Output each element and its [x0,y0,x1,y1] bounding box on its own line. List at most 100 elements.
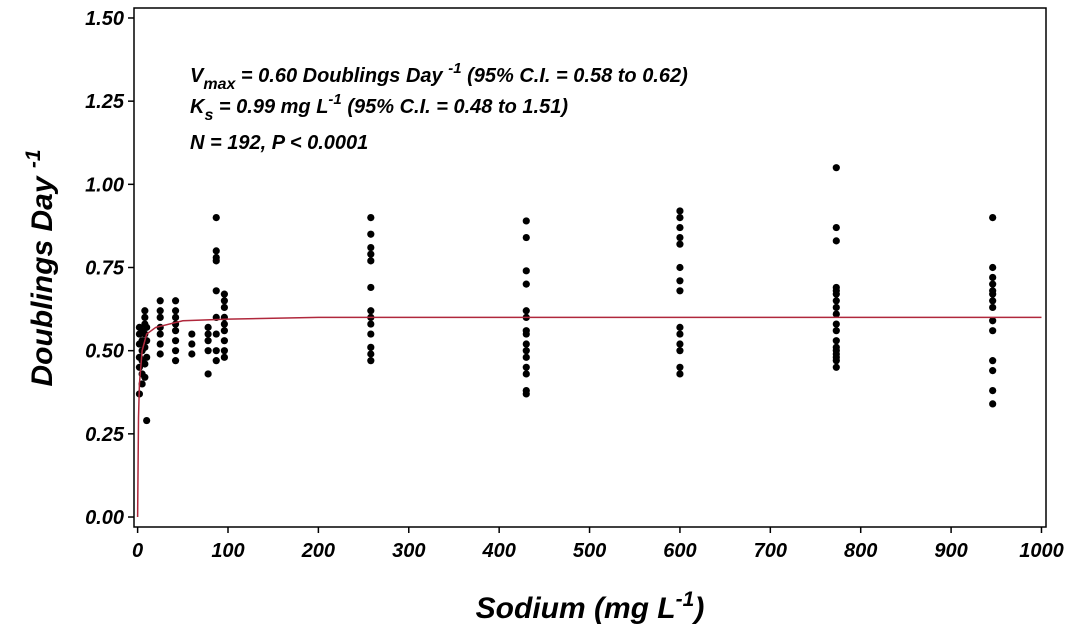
point [676,233,684,242]
point [367,257,375,265]
y-tick-label: 1.25 [85,91,125,113]
point [141,313,149,322]
point [212,287,220,295]
point [141,373,149,381]
point [188,350,196,358]
point [832,223,840,232]
y-tick-label: 1.50 [85,8,124,30]
point [220,303,228,312]
point [156,313,164,322]
point [171,307,180,315]
point [220,290,228,298]
x-tick-label: 900 [934,540,967,562]
point [676,277,684,285]
point [143,416,151,425]
point [212,247,220,255]
point [676,347,684,355]
point [212,253,220,262]
point [832,363,840,371]
point [156,340,164,348]
y-tick-label: 0.25 [85,424,125,446]
x-tick-label: 0 [132,540,143,562]
point [676,340,684,348]
point [832,327,840,335]
annotation-line: Ks = 0.99 mg L-1 (95% C.I. = 0.48 to 1.5… [190,91,568,124]
point [832,237,840,245]
x-tick-label: 700 [754,540,787,562]
point [832,297,840,305]
point [367,343,375,351]
point [367,320,375,328]
point [989,273,997,282]
point [989,317,997,325]
x-tick-label: 200 [301,540,335,562]
point [204,337,212,345]
point [171,357,180,365]
fit-line [136,316,1042,518]
point [141,360,149,368]
point [832,164,840,172]
point [220,327,228,335]
point [367,243,375,252]
point [212,357,220,365]
point [367,283,375,292]
point [220,297,228,305]
point [989,303,997,312]
point [171,337,180,345]
point [676,330,684,338]
point [522,370,530,378]
point [832,320,840,328]
annotation-text: = 0.99 mg L [213,96,328,118]
point [212,213,220,222]
point [989,263,997,272]
annotation-text: = 0.60 Doublings Day [235,65,448,87]
x-axis-label: Sodium (mg L-1) [476,588,705,625]
point [220,320,228,328]
point [522,280,530,288]
x-axis-label-text: ) [691,592,704,625]
y-axis-label-text: Doublings Day [26,168,59,386]
point [989,327,997,335]
point [220,347,228,355]
annotation-subscript: s [204,107,213,124]
point [832,310,840,318]
point [522,363,530,371]
point [989,386,997,395]
point [143,323,151,331]
point [220,337,228,345]
x-axis-label-text: Sodium (mg L [476,592,676,625]
point [367,350,375,358]
point [188,340,196,348]
annotation-text: V [190,65,205,87]
point [367,250,375,258]
point [212,330,220,338]
annotation-superscript: -1 [328,91,341,108]
point [989,297,997,305]
point [367,230,375,238]
point [522,267,530,275]
annotation-text: (95% C.I. = 0.48 to 1.51) [342,96,569,118]
point [989,287,997,295]
point [156,330,164,338]
point [832,337,840,345]
point [989,213,997,222]
point [989,280,997,288]
y-tick-label: 0.50 [85,341,124,363]
annotation-superscript: -1 [448,60,461,77]
point [676,370,684,378]
point [522,327,530,335]
x-tick-label: 300 [392,540,425,562]
x-tick-label: 100 [211,540,244,562]
annotation-text: N = 192, P < 0.0001 [190,132,368,154]
point [204,330,212,338]
point [156,297,164,305]
point [367,213,375,222]
point [367,307,375,315]
point [367,357,375,365]
point [204,347,212,355]
point [212,347,220,355]
point [676,213,684,222]
annotation-text: (95% C.I. = 0.58 to 0.62) [462,65,689,87]
point [676,263,684,272]
point [367,330,375,338]
